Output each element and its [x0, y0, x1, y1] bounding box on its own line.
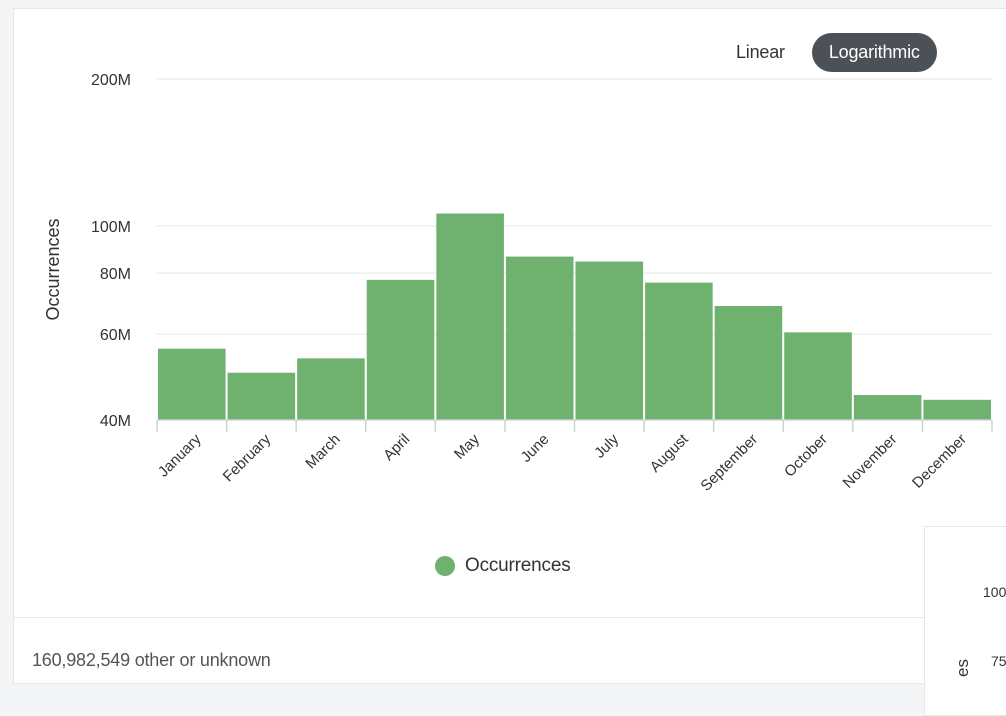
- bar: [505, 256, 574, 420]
- footer: 160,982,549 other or unknown: [14, 617, 1006, 685]
- x-tick-label: July: [591, 430, 622, 461]
- y-tick-label: 80M: [100, 266, 131, 283]
- bar: [645, 282, 713, 420]
- bar: [853, 395, 922, 420]
- bar: [366, 279, 435, 420]
- scale-toggle: Linear Logarithmic: [719, 33, 937, 72]
- adjacent-y-tick-label: 100: [983, 584, 1006, 600]
- x-tick-label: December: [909, 431, 970, 492]
- chart-legend[interactable]: Occurrences: [435, 555, 571, 577]
- bar: [575, 261, 644, 420]
- y-tick-label: 100M: [91, 219, 131, 236]
- x-tick-label: November: [839, 431, 900, 492]
- bar: [297, 358, 365, 420]
- linear-scale-button[interactable]: Linear: [736, 42, 785, 62]
- x-tick-label: March: [302, 431, 343, 472]
- bar: [714, 306, 783, 420]
- y-tick-label: 40M: [100, 413, 131, 430]
- adjacent-y-tick-label: 75: [991, 653, 1006, 669]
- x-tick-label: February: [220, 430, 275, 485]
- y-tick-label: 200M: [91, 72, 131, 89]
- bar: [784, 332, 852, 420]
- logarithmic-scale-button[interactable]: Logarithmic: [811, 33, 937, 72]
- bar: [158, 348, 226, 420]
- bar: [923, 399, 991, 420]
- legend-label: Occurrences: [465, 555, 571, 576]
- legend-swatch: [435, 556, 455, 576]
- chart-card: Linear Logarithmic 40M 60M 80M 100M 200M Occu…: [13, 8, 1006, 684]
- bar: [436, 213, 504, 420]
- x-tick-label: April: [380, 431, 413, 464]
- occurrences-bar-chart: 40M 60M 80M 100M 200M Occurrences January Febru…: [43, 72, 993, 495]
- x-tick-label: June: [518, 431, 553, 466]
- adjacent-chart-card: 100 75 es: [924, 526, 1006, 716]
- adjacent-y-axis-label: es: [953, 659, 972, 677]
- bar: [227, 372, 296, 420]
- x-tick-label: October: [781, 431, 831, 481]
- x-tick-label: August: [647, 430, 693, 476]
- other-unknown-count: 160,982,549 other or unknown: [32, 650, 271, 670]
- x-tick-label: May: [451, 430, 483, 462]
- x-tick-label: January: [155, 430, 205, 480]
- y-axis-label: Occurrences: [43, 218, 63, 320]
- x-tick-label: September: [697, 431, 761, 495]
- y-tick-label: 60M: [100, 327, 131, 344]
